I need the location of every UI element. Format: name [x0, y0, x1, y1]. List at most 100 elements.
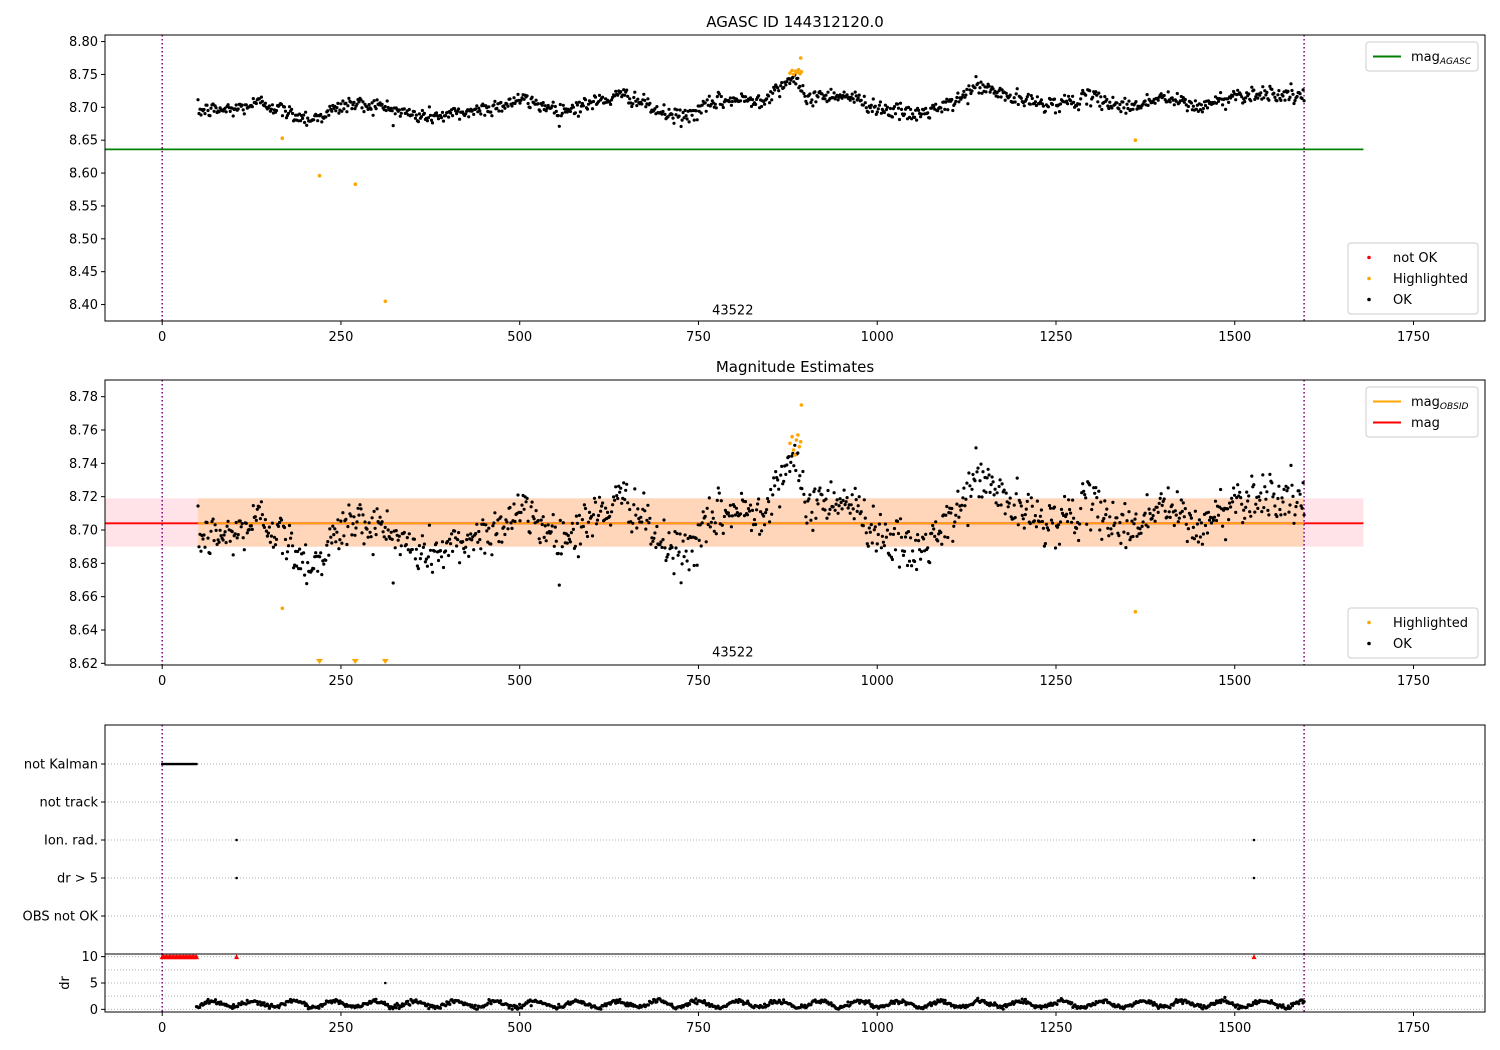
chart2-ok-point — [624, 488, 628, 492]
chart2-ok-point — [503, 532, 507, 537]
chart1-ok-point — [291, 111, 295, 116]
chart2-ok-point — [838, 497, 842, 501]
chart1-ok-point — [700, 103, 704, 107]
chart1-ok-point — [436, 117, 441, 121]
chart4-dr-point — [1023, 997, 1027, 1001]
chart1-ok-point — [614, 89, 618, 93]
chart2-ok-point — [804, 515, 808, 519]
chart2-ok-point — [1231, 500, 1235, 504]
chart2-ok-point — [1168, 515, 1172, 520]
chart1-ok-point — [852, 100, 856, 104]
chart1-ok-point — [911, 112, 915, 116]
chart1-ok-point — [1279, 98, 1283, 102]
chart2-ok-point — [412, 537, 416, 541]
chart2-ok-point — [1155, 505, 1159, 509]
chart2-ok-point — [1262, 506, 1266, 510]
chart4-dr-point — [867, 999, 871, 1003]
chart1-ok-point — [960, 95, 964, 100]
chart4-ytick-label: 10 — [81, 950, 98, 965]
chart2-ok-point — [384, 537, 388, 541]
chart1-ok-point — [832, 91, 836, 95]
chart1-ok-point — [890, 115, 895, 119]
chart2-highlighted-point — [280, 606, 285, 611]
chart2-ok-point — [1059, 507, 1064, 511]
chart1-ytick-label: 8.70 — [69, 101, 98, 116]
chart1-xtick-label: 1750 — [1397, 330, 1430, 345]
chart2-ok-point — [470, 538, 474, 542]
chart1-ok-point — [924, 106, 928, 110]
chart2-ok-point — [586, 520, 591, 524]
chart2-ok-point — [253, 515, 257, 519]
chart1-ok-point — [1277, 89, 1281, 93]
chart1-ok-point — [1170, 96, 1174, 100]
chart2-ok-point — [1281, 500, 1285, 504]
chart1-ok-point — [571, 105, 576, 109]
chart2-ok-point — [215, 542, 219, 547]
chart2-ok-point — [787, 455, 791, 459]
chart1-ok-point — [956, 91, 960, 95]
chart1-ok-point — [1265, 90, 1269, 94]
chart1-ok-point — [899, 107, 904, 111]
chart1-ok-point — [1181, 96, 1185, 100]
chart1-ok-point — [810, 98, 814, 102]
chart1-ok-point — [674, 113, 678, 117]
chart1-ok-point — [670, 112, 674, 116]
chart1-ok-point — [1111, 95, 1115, 99]
chart2-ok-point — [551, 513, 555, 517]
chart1-ok-point — [544, 109, 548, 113]
chart2-ok-point — [1094, 486, 1098, 490]
chart2-ok-point — [366, 535, 370, 539]
chart2-ok-point — [884, 535, 889, 539]
chart1-ok-point — [1057, 110, 1062, 114]
chart2-ok-point — [876, 532, 880, 537]
chart1-ok-point — [680, 118, 684, 122]
chart2-ok-point — [647, 521, 651, 525]
chart2-ok-point — [197, 545, 201, 549]
chart1-ok-point — [413, 116, 417, 120]
chart2-ok-point — [1124, 546, 1128, 550]
chart2-ok-point — [883, 522, 888, 526]
chart1-ok-point — [1156, 98, 1160, 102]
chart1-ok-point — [630, 104, 634, 109]
chart2-ok-point — [360, 531, 364, 535]
chart2-ok-point — [881, 540, 886, 544]
chart1-ok-point — [503, 106, 507, 110]
chart2-ok-point — [352, 515, 356, 519]
chart2-ok-point — [250, 527, 254, 532]
chart2-ok-point — [879, 546, 884, 550]
chart1-ok-point — [707, 94, 711, 98]
chart4-dr-point — [769, 998, 773, 1003]
chart2-ok-point — [449, 542, 453, 546]
chart2-ok-point — [633, 487, 637, 491]
chart1-ok-point — [883, 103, 888, 107]
chart2-ok-point — [752, 518, 757, 522]
chart2-ok-point — [1201, 532, 1205, 536]
chart2-ok-point — [1244, 505, 1248, 509]
chart2-ok-point — [1148, 511, 1152, 516]
chart2-ok-point — [1117, 534, 1121, 538]
chart2-ok-point — [1173, 509, 1177, 513]
chart2-ok-point — [472, 548, 476, 552]
chart2-ok-point — [1029, 496, 1033, 500]
chart1-ok-point — [1108, 100, 1112, 104]
chart1-ok-point — [1121, 100, 1125, 104]
chart2-ok-point — [1130, 519, 1134, 523]
chart2-ok-point — [653, 531, 657, 535]
chart2-xtick-label: 250 — [329, 674, 354, 689]
chart2-ok-point — [1078, 522, 1082, 526]
chart1-ok-point — [719, 94, 723, 99]
chart1-ok-point — [1183, 97, 1187, 102]
chart2-ok-point — [649, 542, 653, 546]
chart1-ok-point — [1275, 99, 1279, 103]
chart2-ok-point — [244, 521, 248, 526]
chart1-ok-point — [625, 88, 629, 92]
chart1-ok-point — [601, 95, 605, 99]
chart2-ok-point — [1252, 483, 1256, 487]
chart2-ok-point — [952, 524, 956, 528]
chart2-ok-point — [489, 542, 493, 546]
chart2-highlighted-point — [793, 453, 797, 457]
chart2-ok-point — [1048, 506, 1053, 510]
chart4-dr-point — [231, 1003, 236, 1007]
chart2-ok-point — [823, 508, 827, 512]
chart1-ok-point — [902, 112, 907, 116]
